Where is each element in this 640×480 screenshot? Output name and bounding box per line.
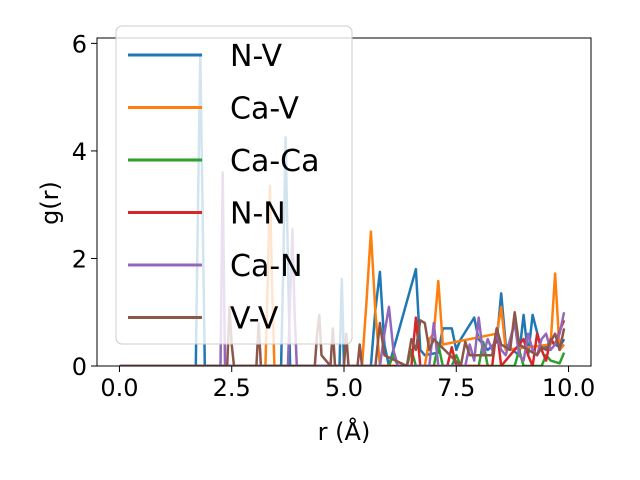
legend-label-n-n: N-N	[230, 197, 286, 232]
y-tick-label: 4	[72, 138, 87, 166]
axes: 0.0 2.5 5.0 7.5 10.0 0 2 4 6	[72, 30, 596, 402]
x-axis-label: r (Å)	[318, 417, 371, 446]
legend-label-ca-n: Ca-N	[230, 249, 303, 284]
x-tick-label: 10.0	[542, 374, 595, 402]
series-line-v-v	[119, 305, 566, 366]
y-tick-label: 2	[72, 245, 87, 273]
legend: N-V Ca-V Ca-Ca N-N Ca-N V-V	[115, 25, 353, 345]
legend-label-v-v: V-V	[230, 302, 279, 337]
y-axis-label: g(r)	[36, 181, 64, 225]
legend-label-ca-ca: Ca-Ca	[230, 144, 320, 179]
legend-label-n-v: N-V	[230, 39, 283, 74]
x-tick-label: 0.0	[100, 374, 138, 402]
legend-label-ca-v: Ca-V	[230, 92, 299, 127]
x-tick-label: 7.5	[437, 374, 475, 402]
y-tick-label: 0	[72, 353, 87, 381]
y-tick-label: 6	[72, 30, 87, 58]
x-tick-label: 2.5	[213, 374, 251, 402]
x-tick-label: 5.0	[325, 374, 363, 402]
series-line-ca-ca	[119, 340, 566, 366]
